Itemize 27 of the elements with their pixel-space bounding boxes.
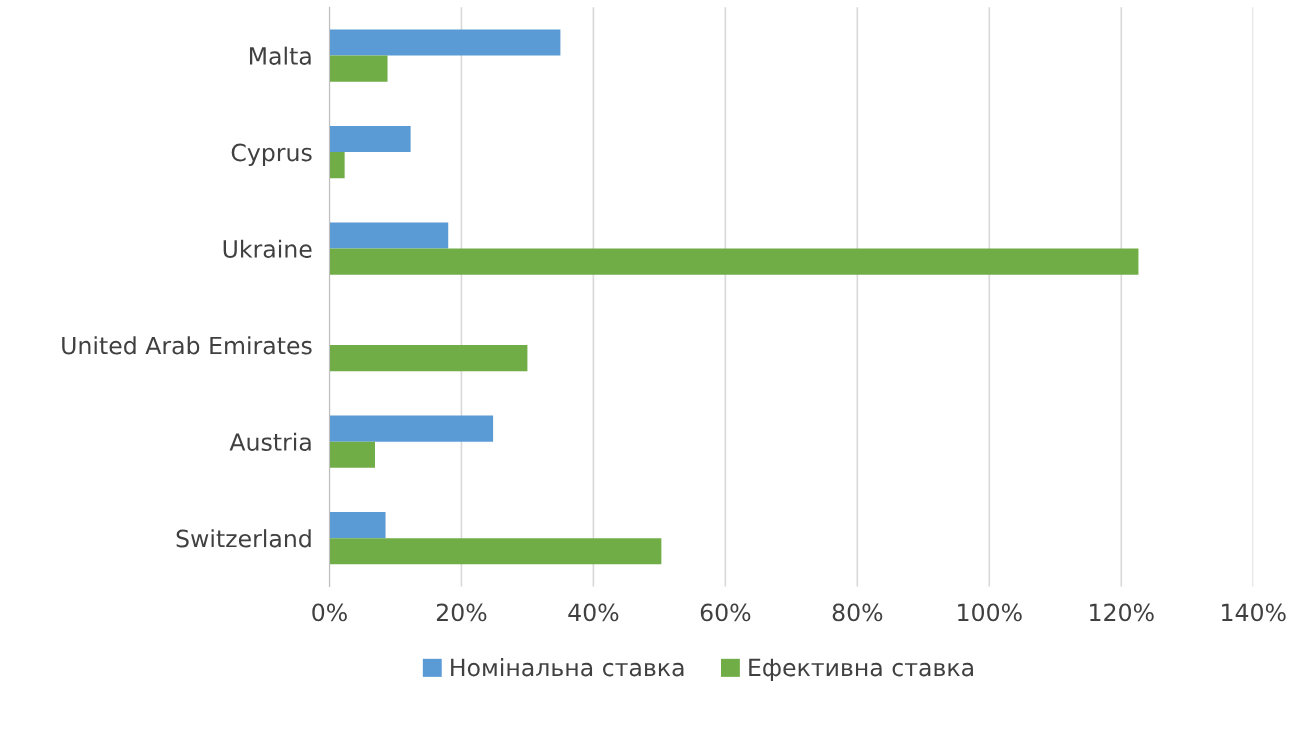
bar <box>329 55 388 82</box>
bar <box>329 126 411 153</box>
legend-label: Ефективна ставка <box>749 658 973 681</box>
x-tick-label: 40% <box>568 603 619 622</box>
y-tick-label: United Arab Emirates <box>62 336 312 355</box>
y-tick-label: Cyprus <box>231 143 312 166</box>
legend-label: Номінальна ставка <box>451 658 684 677</box>
y-tick-label: Ukraine <box>223 239 312 258</box>
x-tick-label: 20% <box>436 603 487 622</box>
x-tick-label: 120% <box>1090 603 1154 622</box>
bar <box>329 415 494 442</box>
x-tick-label: 100% <box>958 603 1022 622</box>
y-tick-label: Malta <box>249 46 311 65</box>
bar <box>329 152 345 179</box>
bar <box>329 345 528 372</box>
x-tick-label: 0% <box>312 603 347 622</box>
y-tick-label: Austria <box>229 432 311 451</box>
bar <box>329 512 386 539</box>
bar <box>329 538 662 565</box>
y-tick-label: Switzerland <box>176 529 311 548</box>
bar <box>329 441 375 468</box>
bar <box>329 248 1139 275</box>
x-tick-label: 60% <box>700 603 751 622</box>
bar <box>329 222 449 249</box>
x-tick-label: 140% <box>1222 603 1286 622</box>
x-tick-label: 80% <box>832 603 883 622</box>
bar <box>329 29 561 56</box>
